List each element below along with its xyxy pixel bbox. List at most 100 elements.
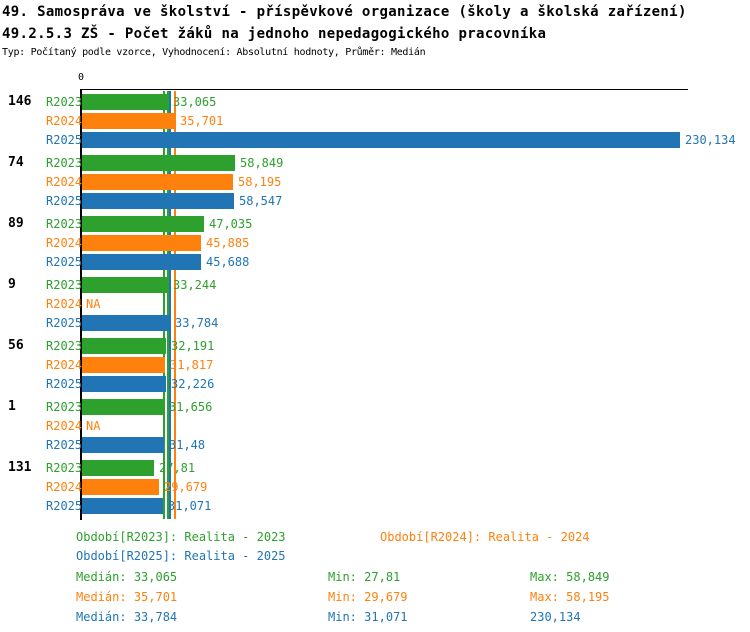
row-label-r2023: R2023: [46, 156, 83, 170]
row-label-r2024: R2024: [46, 297, 83, 311]
stat-median-r2023: Medián: 33,065: [76, 570, 177, 584]
bar-r2023: [82, 460, 154, 476]
row-label-r2025: R2025: [46, 438, 83, 452]
median-marker-line: [174, 91, 176, 519]
legend-item-r2025: Období[R2025]: Realita - 2025: [76, 549, 286, 563]
stat-value: 33,065: [133, 570, 178, 584]
bar-value-label: 47,035: [209, 217, 253, 231]
stat-value: 58,849: [566, 570, 610, 584]
stat-value: 58,195: [566, 590, 610, 604]
row-label-r2024: R2024: [46, 175, 83, 189]
group-label: 74: [8, 155, 24, 170]
stat-min-r2023: Min: 27,81: [328, 570, 400, 584]
chart-meta-line: Typ: Počítaný podle vzorce, Vyhodnocení:…: [2, 47, 426, 58]
stat-value: 31,071: [364, 610, 408, 624]
stat-label: Medián:: [76, 610, 127, 624]
stat-min-r2025: Min: 31,071: [328, 610, 408, 624]
stat-value: 27,81: [364, 570, 401, 584]
bar-value-label: 230,134: [685, 133, 736, 147]
row-label-r2025: R2025: [46, 194, 83, 208]
bar-r2025: [82, 254, 201, 270]
stat-label: Max:: [530, 590, 559, 604]
stat-min-r2024: Min: 29,679: [328, 590, 408, 604]
stat-label: Max:: [530, 570, 559, 584]
bar-value-label: 45,688: [206, 255, 250, 269]
bar-value-label: 31,48: [169, 438, 206, 452]
row-label-r2024: R2024: [46, 480, 83, 494]
bar-value-label: 32,191: [171, 339, 215, 353]
bar-r2023: [82, 399, 164, 415]
bar-r2023: [82, 216, 204, 232]
stat-median-r2024: Medián: 35,701: [76, 590, 177, 604]
row-label-r2023: R2023: [46, 400, 83, 414]
bar-value-label: 35,701: [180, 114, 224, 128]
row-label-r2023: R2023: [46, 278, 83, 292]
group-label: 146: [8, 94, 32, 109]
group-label: 56: [8, 338, 24, 353]
stat-max-r2024: Max: 58,195: [530, 590, 610, 604]
stat-median-r2025: Medián: 33,784: [76, 610, 177, 624]
median-marker-line: [163, 91, 165, 519]
legend-item-r2023: Období[R2023]: Realita - 2023: [76, 530, 286, 544]
row-label-r2025: R2025: [46, 499, 83, 513]
stat-label: Min:: [328, 590, 357, 604]
row-label-r2025: R2025: [46, 255, 83, 269]
bar-value-label: 58,849: [240, 156, 284, 170]
row-label-r2024: R2024: [46, 358, 83, 372]
bar-r2025: [82, 132, 680, 148]
stat-max-r2023: Max: 58,849: [530, 570, 610, 584]
median-marker-line: [169, 91, 171, 519]
bar-r2024: [82, 235, 201, 251]
zero-tick-label: 0: [77, 72, 85, 83]
row-label-r2023: R2023: [46, 95, 83, 109]
stat-label: Min:: [328, 570, 357, 584]
bar-value-label: 45,885: [206, 236, 250, 250]
bar-r2025: [82, 437, 164, 453]
row-label-r2023: R2023: [46, 461, 83, 475]
median-marker-line: [167, 91, 169, 519]
group-label: 131: [8, 460, 32, 475]
bar-r2023: [82, 94, 168, 110]
bar-r2025: [82, 315, 170, 331]
bar-r2023: [82, 155, 235, 171]
group-label: 1: [8, 399, 16, 414]
stat-value: 29,679: [364, 590, 408, 604]
stat-value: 35,701: [133, 590, 178, 604]
bar-value-label: 29,679: [164, 480, 208, 494]
stat-label: Medián:: [76, 590, 127, 604]
row-label-r2023: R2023: [46, 217, 83, 231]
bar-value-label: 58,195: [238, 175, 282, 189]
stat-label: Min:: [328, 610, 357, 624]
bar-r2024: [82, 479, 159, 495]
row-label-r2024: R2024: [46, 236, 83, 250]
bar-value-label: 31,817: [170, 358, 214, 372]
bar-value-label: 31,071: [168, 499, 212, 513]
y-axis-line: [80, 89, 82, 520]
bar-value-label: 32,226: [171, 377, 215, 391]
stat-label: Medián:: [76, 570, 127, 584]
bar-value-label-na: NA: [86, 297, 101, 311]
group-label: 9: [8, 277, 16, 292]
row-label-r2024: R2024: [46, 419, 83, 433]
bar-value-label: 27,81: [159, 461, 196, 475]
bar-r2025: [82, 376, 166, 392]
bar-value-label-na: NA: [86, 419, 101, 433]
bar-r2025: [82, 498, 163, 514]
chart-title: 49. Samospráva ve školství - příspěvkové…: [2, 4, 687, 20]
bar-value-label: 33,244: [173, 278, 217, 292]
row-label-r2025: R2025: [46, 316, 83, 330]
row-label-r2025: R2025: [46, 133, 83, 147]
bar-r2024: [82, 113, 175, 129]
bar-r2024: [82, 174, 233, 190]
bar-r2024: [82, 357, 165, 373]
bar-r2023: [82, 277, 168, 293]
stat-label: 230,134: [530, 610, 581, 624]
stat-max-r2025: 230,134: [530, 610, 581, 624]
x-axis-line: [80, 89, 688, 90]
bar-value-label: 58,547: [239, 194, 283, 208]
row-label-r2023: R2023: [46, 339, 83, 353]
stat-value: 33,784: [133, 610, 178, 624]
row-label-r2024: R2024: [46, 114, 83, 128]
group-label: 89: [8, 216, 24, 231]
